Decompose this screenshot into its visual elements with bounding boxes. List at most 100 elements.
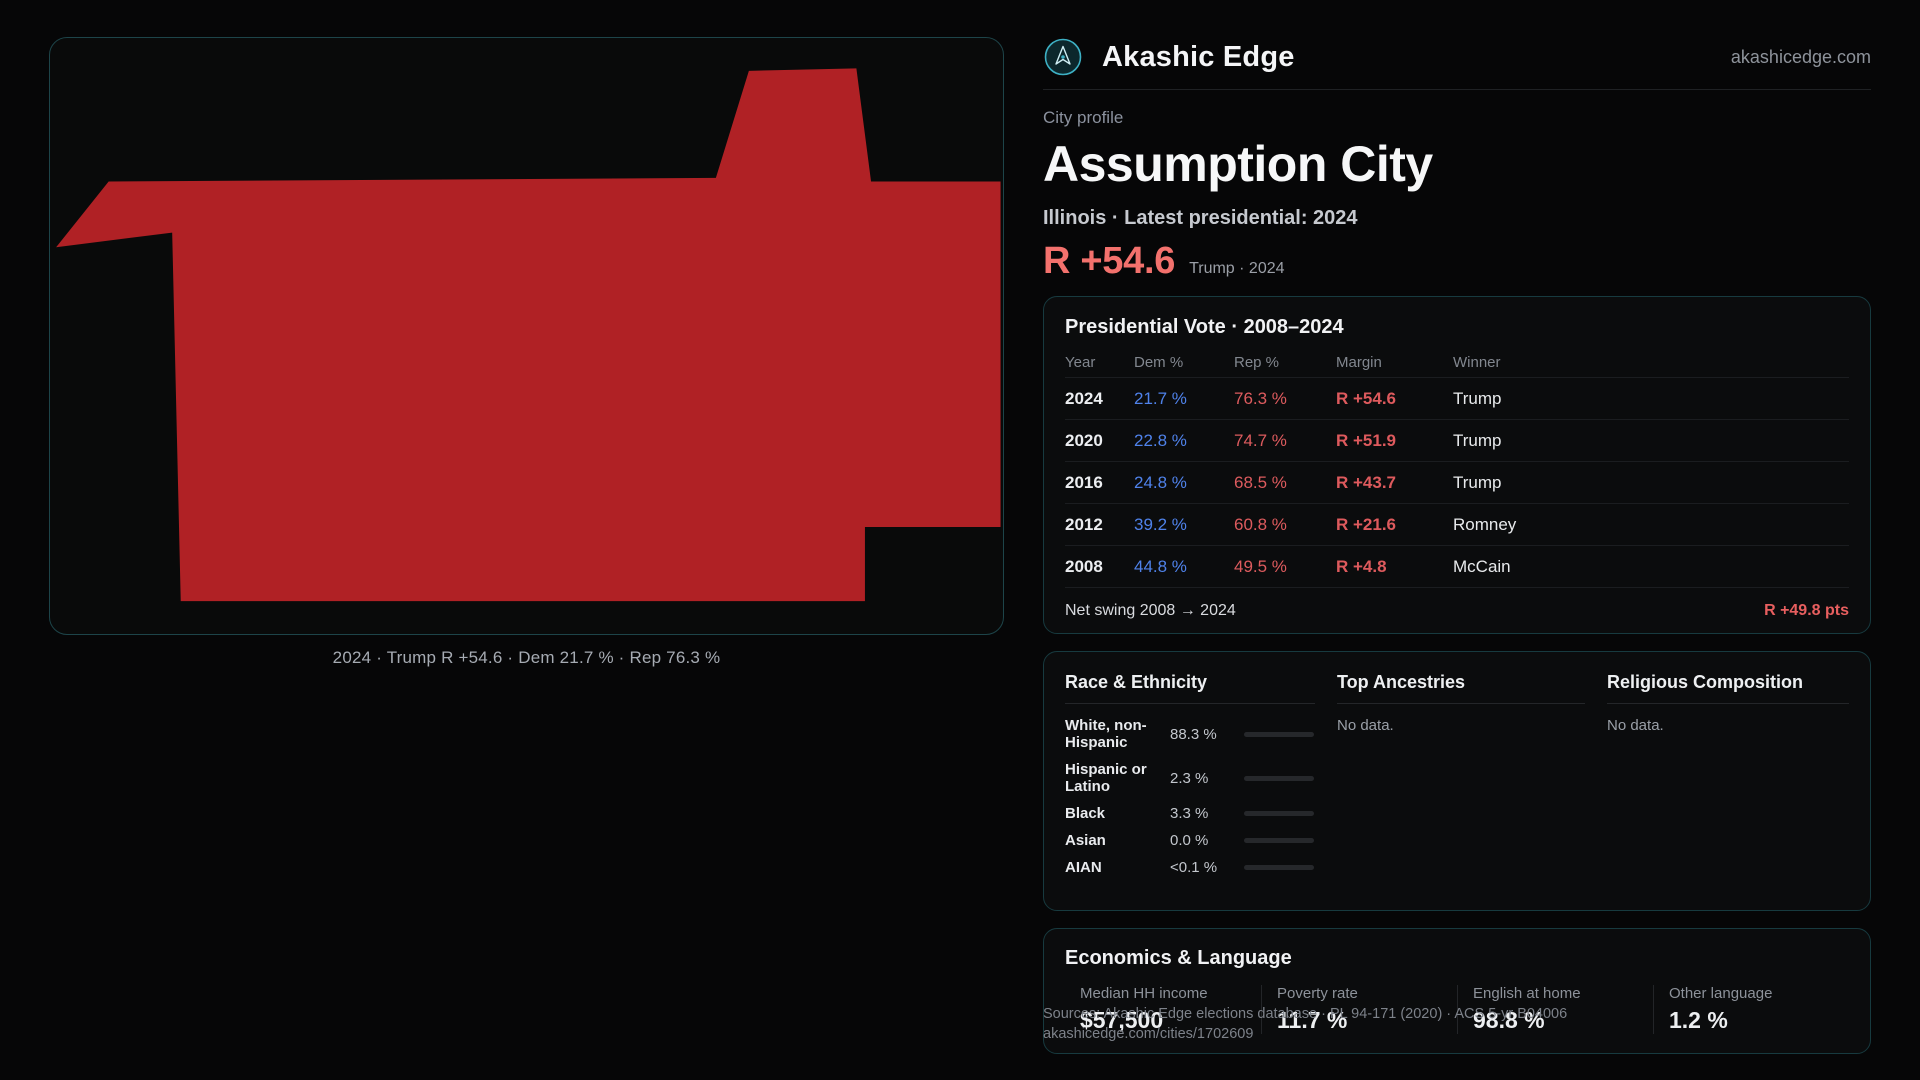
sources-line: Sources: Akashic Edge elections database… <box>1043 1006 1568 1022</box>
site-header: Akashic Edge akashicedge.com <box>1043 34 1871 80</box>
race-label: Black <box>1065 805 1106 822</box>
vote-year: 2008 <box>1065 556 1103 576</box>
top-ancestries-section: Top Ancestries No data. <box>1337 672 1585 876</box>
vote-rep: 68.5 % <box>1234 472 1287 492</box>
permalink[interactable]: akashicedge.com/cities/1702609 <box>1043 1026 1254 1042</box>
vote-dem: 22.8 % <box>1134 430 1187 450</box>
vote-rep: 60.8 % <box>1234 514 1287 534</box>
race-label: Hispanic or Latino <box>1065 761 1147 795</box>
sources-footer: Sources: Akashic Edge elections database… <box>1043 1004 1567 1044</box>
vote-dem: 44.8 % <box>1134 556 1187 576</box>
brand-logo-icon <box>1044 38 1082 76</box>
vote-rep: 76.3 % <box>1234 388 1287 408</box>
col-winner: Winner <box>1453 353 1501 371</box>
race-bar <box>1244 775 1314 781</box>
vote-rep: 49.5 % <box>1234 556 1287 576</box>
vote-margin: R +21.6 <box>1336 514 1397 534</box>
vote-winner: Romney <box>1453 514 1517 534</box>
presidential-vote-title: Presidential Vote · 2008–2024 <box>1065 316 1344 338</box>
city-map-panel <box>49 37 1004 635</box>
religious-composition-section: Religious Composition No data. <box>1607 672 1849 876</box>
race-bar <box>1244 731 1314 737</box>
stat-value: $57,500 <box>1080 1007 1164 1033</box>
vote-winner: Trump <box>1453 388 1502 408</box>
vote-margin: R +54.6 <box>1336 388 1397 408</box>
race-value: 3.3 % <box>1170 805 1209 822</box>
vote-winner: Trump <box>1453 430 1502 450</box>
race-value: 0.0 % <box>1170 832 1209 849</box>
vote-margin: R +51.9 <box>1336 430 1397 450</box>
vote-row: 2012 39.2 % 60.8 % R +21.6 Romney <box>1065 503 1849 545</box>
race-row: Black 3.3 % <box>1065 805 1315 822</box>
race-bar <box>1244 865 1314 870</box>
city-boundary-map <box>56 68 1001 602</box>
net-swing-row: Net swing 2008 → 2024 R +49.8 pts <box>1065 587 1849 634</box>
page-title: Assumption City <box>1043 136 1433 192</box>
net-swing-value: R +49.8 pts <box>1764 602 1849 619</box>
brand-name: Akashic Edge <box>1102 40 1295 73</box>
brand-domain-link[interactable]: akashicedge.com <box>1730 46 1871 67</box>
top-ancestries-title: Top Ancestries <box>1337 672 1585 704</box>
race-value: <0.1 % <box>1170 859 1218 876</box>
race-row: Hispanic or Latino 2.3 % <box>1065 761 1315 795</box>
stat-english-at-home: English at home 98.8 % <box>1457 985 1653 1034</box>
race-label: Asian <box>1065 832 1106 849</box>
economics-card: Economics & Language Median HH income $5… <box>1043 928 1871 1054</box>
vote-row: 2024 21.7 % 76.3 % R +54.6 Trump <box>1065 377 1849 419</box>
profile-eyebrow: City profile <box>1043 108 1124 127</box>
race-ethnicity-section: Race & Ethnicity White, non-Hispanic 88.… <box>1065 672 1315 876</box>
map-caption: 2024 · Trump R +54.6 · Dem 21.7 % · Rep … <box>332 648 721 667</box>
vote-rep: 74.7 % <box>1234 430 1287 450</box>
vote-year: 2024 <box>1065 388 1103 408</box>
race-row: AIAN <0.1 % <box>1065 859 1315 876</box>
col-dem: Dem % <box>1134 353 1184 371</box>
vote-margin: R +4.8 <box>1336 556 1387 576</box>
col-year: Year <box>1065 353 1096 371</box>
vote-dem: 21.7 % <box>1134 388 1187 408</box>
headline-margin-row: R +54.6 Trump · 2024 <box>1043 240 1285 283</box>
col-margin: Margin <box>1336 353 1382 371</box>
vote-row: 2020 22.8 % 74.7 % R +51.9 Trump <box>1065 419 1849 461</box>
headline-margin-value: R +54.6 <box>1043 240 1176 282</box>
vote-dem: 24.8 % <box>1134 472 1187 492</box>
race-label: White, non-Hispanic <box>1065 717 1147 751</box>
religion-no-data: No data. <box>1607 717 1664 734</box>
vote-row: 2008 44.8 % 49.5 % R +4.8 McCain <box>1065 545 1849 587</box>
presidential-vote-card: Presidential Vote · 2008–2024 Year Dem %… <box>1043 296 1871 634</box>
race-bar <box>1244 838 1314 843</box>
col-rep: Rep % <box>1234 353 1280 371</box>
headline-margin-note: Trump · 2024 <box>1189 260 1285 277</box>
race-ethnicity-title: Race & Ethnicity <box>1065 672 1315 704</box>
header-divider <box>1043 89 1871 90</box>
vote-year: 2016 <box>1065 472 1103 492</box>
vote-table-header: Year Dem % Rep % Margin Winner <box>1065 347 1849 377</box>
stat-value: 11.7 % <box>1277 1007 1348 1033</box>
race-value: 88.3 % <box>1170 725 1217 743</box>
vote-year: 2012 <box>1065 514 1103 534</box>
race-row: White, non-Hispanic 88.3 % <box>1065 717 1315 751</box>
stat-label: English at home <box>1473 985 1581 1002</box>
vote-year: 2020 <box>1065 430 1103 450</box>
vote-margin: R +43.7 <box>1336 472 1397 492</box>
race-label: AIAN <box>1065 859 1102 876</box>
race-row: Asian 0.0 % <box>1065 832 1315 849</box>
stat-poverty-rate: Poverty rate 11.7 % <box>1261 985 1457 1034</box>
economics-title: Economics & Language <box>1065 947 1292 969</box>
religious-composition-title: Religious Composition <box>1607 672 1849 704</box>
vote-row: 2016 24.8 % 68.5 % R +43.7 Trump <box>1065 461 1849 503</box>
stat-other-language: Other language 1.2 % <box>1653 985 1849 1034</box>
stat-value: 1.2 % <box>1669 1007 1728 1033</box>
stat-label: Median HH income <box>1080 985 1208 1002</box>
city-shape <box>56 68 1001 602</box>
stat-median-income: Median HH income $57,500 <box>1065 985 1261 1034</box>
race-value: 2.3 % <box>1170 769 1209 787</box>
vote-dem: 39.2 % <box>1134 514 1187 534</box>
race-bar <box>1244 811 1314 816</box>
stat-label: Poverty rate <box>1277 985 1358 1002</box>
net-swing-label: Net swing 2008 → 2024 <box>1065 602 1236 619</box>
page-subtitle: Illinois · Latest presidential: 2024 <box>1043 207 1358 229</box>
vote-winner: Trump <box>1453 472 1502 492</box>
ancestries-no-data: No data. <box>1337 717 1394 734</box>
stat-label: Other language <box>1669 985 1773 1002</box>
